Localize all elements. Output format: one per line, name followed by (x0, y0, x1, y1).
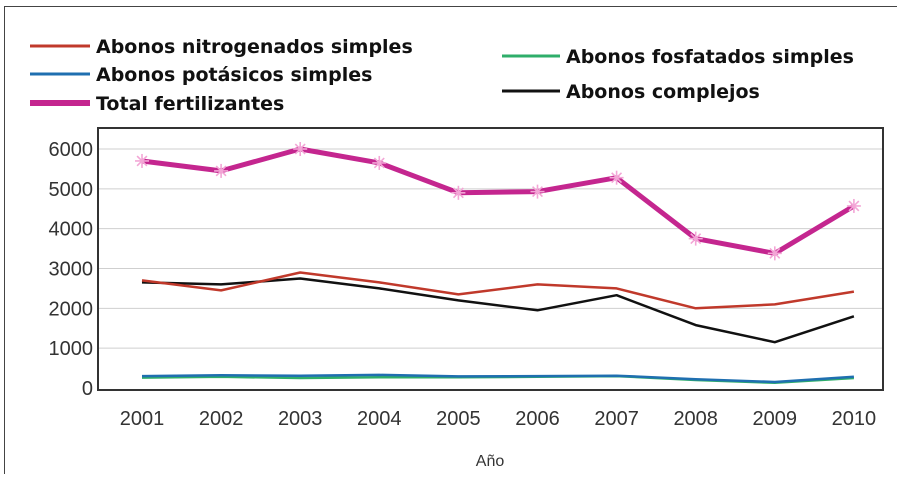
data-point-marker (451, 185, 466, 200)
x-axis-title: Año (476, 453, 505, 470)
data-point-marker (767, 246, 782, 261)
data-point-marker (530, 184, 545, 199)
series-line-1 (141, 373, 854, 384)
x-tick-label: 2008 (673, 408, 718, 430)
legend-label-complejos: Abonos complejos (566, 81, 760, 103)
y-tick-label: 2000 (49, 298, 94, 320)
legend-label-total: Total fertilizantes (96, 93, 284, 115)
data-point-marker (293, 142, 308, 156)
series-line-0 (141, 271, 855, 310)
data-point-marker (135, 153, 149, 168)
y-tick-label: 5000 (49, 179, 94, 201)
legend: Abonos nitrogenados simples Abonos potás… (30, 36, 854, 115)
x-tick-label: 2009 (753, 408, 798, 430)
data-point-marker (372, 155, 387, 170)
x-tick-label: 2002 (199, 408, 244, 430)
y-tick-label: 0 (82, 378, 93, 400)
x-tick-label: 2005 (436, 408, 481, 430)
y-tick-label: 6000 (49, 139, 94, 161)
y-tick-label: 1000 (49, 338, 94, 360)
legend-item-potasicos: Abonos potásicos simples (30, 64, 372, 86)
x-tick-label: 2001 (120, 408, 165, 430)
data-point-marker (688, 231, 703, 246)
gridlines (99, 148, 882, 349)
x-tick-label: 2006 (515, 408, 560, 430)
x-tick-label: 2004 (357, 408, 402, 430)
legend-item-complejos: Abonos complejos (502, 81, 760, 103)
data-point-marker (609, 170, 624, 185)
x-tick-label: 2010 (832, 408, 877, 430)
legend-label-potasicos: Abonos potásicos simples (96, 64, 372, 86)
series-lines (141, 146, 856, 385)
legend-item-total: Total fertilizantes (30, 93, 284, 115)
series-markers (135, 142, 861, 261)
y-tick-label: 4000 (49, 219, 94, 241)
y-tick-labels: 0 1000 2000 3000 4000 5000 6000 (49, 139, 94, 400)
x-tick-label: 2007 (594, 408, 639, 430)
series-line-2 (141, 146, 856, 256)
data-point-marker (846, 198, 861, 213)
y-tick-label: 3000 (49, 259, 94, 281)
data-point-marker (214, 163, 229, 178)
legend-label-fosfatados: Abonos fosfatados simples (566, 46, 854, 68)
legend-label-nitrogenados: Abonos nitrogenados simples (96, 36, 413, 58)
x-tick-label: 2003 (278, 408, 323, 430)
plot-area (97, 127, 884, 391)
chart-frame (4, 6, 897, 474)
x-tick-labels: 2001 2002 2003 2004 2005 2006 2007 2008 2009 2010 (120, 408, 876, 430)
legend-item-nitrogenados: Abonos nitrogenados simples (30, 36, 413, 58)
legend-item-fosfatados: Abonos fosfatados simples (502, 46, 854, 68)
